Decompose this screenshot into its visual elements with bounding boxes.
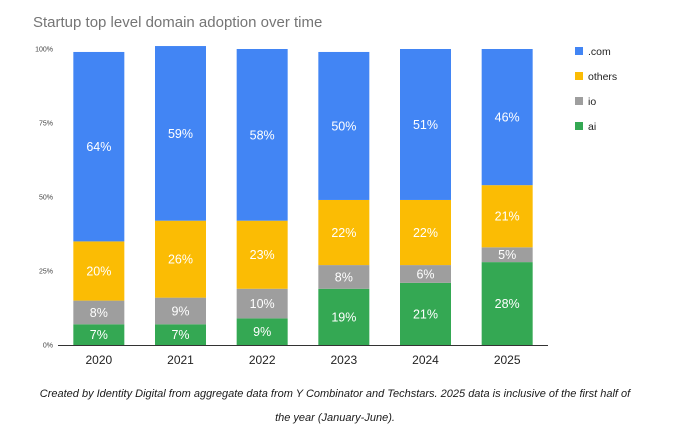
data-label: 23% — [250, 248, 275, 262]
bar-segment — [236, 318, 288, 345]
bar-segment — [155, 324, 206, 345]
bar-segment — [400, 49, 451, 200]
data-label: 21% — [495, 210, 520, 224]
x-tick-label: 2023 — [330, 353, 357, 367]
bar-segment — [155, 46, 206, 221]
legend-item: .com — [575, 46, 611, 58]
caption-line-1: Created by Identity Digital from aggrega… — [39, 388, 631, 400]
y-tick-label: 50% — [39, 195, 53, 202]
bar-segment — [481, 247, 533, 263]
data-label: 22% — [413, 226, 438, 240]
y-tick-label: 25% — [39, 269, 53, 276]
data-label: 20% — [86, 265, 111, 279]
bar-segment — [400, 199, 451, 266]
y-tick-label: 0% — [43, 343, 53, 350]
bar-segment — [73, 51, 125, 242]
y-tick-label: 100% — [35, 47, 53, 54]
data-label: 9% — [253, 325, 271, 339]
bar-segment — [73, 324, 125, 345]
bar-group-2022: 9% 10% 23% 58% 2022 — [236, 49, 288, 367]
bar-group-2025: 28% 5% 21% 46% 2025 — [481, 49, 533, 367]
data-label: 21% — [413, 307, 438, 321]
legend-item: io — [575, 96, 596, 108]
bar-segment — [318, 51, 370, 200]
data-label: 59% — [168, 127, 193, 141]
bar-segment — [236, 220, 288, 289]
bars: 7% 8% 20% 64% 2020 7% 9% 26% 59% 2021 9% 10% 23% 58% 2… — [73, 46, 533, 367]
bar-segment — [318, 288, 370, 345]
bar-segment — [155, 220, 206, 298]
data-label: 51% — [413, 118, 438, 132]
bar-group-2024: 21% 6% 22% 51% 2024 — [400, 49, 451, 367]
y-tick-label: 75% — [39, 121, 53, 128]
data-label: 10% — [250, 297, 275, 311]
data-label: 7% — [171, 328, 189, 342]
stacked-bar-chart: Startup top level domain adoption over t… — [33, 14, 617, 367]
data-label: 26% — [168, 253, 193, 267]
legend-item: ai — [575, 121, 596, 133]
legend-swatch — [575, 72, 583, 80]
legend: .com others io ai — [575, 46, 617, 133]
chart-title: Startup top level domain adoption over t… — [33, 14, 322, 31]
bar-segment — [73, 300, 125, 325]
data-label: 46% — [495, 111, 520, 125]
y-axis: 0% 25% 50% 75% 100% — [35, 47, 548, 350]
x-tick-label: 2021 — [167, 353, 194, 367]
data-label: 9% — [171, 304, 189, 318]
data-label: 50% — [331, 119, 356, 133]
legend-label: io — [588, 96, 596, 108]
bar-segment — [318, 265, 370, 289]
bar-segment — [481, 185, 533, 248]
bar-segment — [318, 199, 370, 266]
bar-segment — [481, 262, 533, 345]
caption-line-2: the year (January-June). — [275, 412, 395, 424]
data-label: 6% — [416, 267, 434, 281]
data-label: 58% — [250, 128, 275, 142]
legend-item: others — [575, 71, 617, 83]
bar-group-2023: 19% 8% 22% 50% 2023 — [318, 51, 370, 367]
bar-segment — [400, 265, 451, 283]
data-label: 19% — [331, 310, 356, 324]
data-label: 28% — [495, 297, 520, 311]
bar-segment — [155, 297, 206, 325]
bar-group-2020: 7% 8% 20% 64% 2020 — [73, 51, 125, 367]
bar-segment — [236, 288, 288, 319]
x-tick-label: 2025 — [494, 353, 521, 367]
data-label: 7% — [90, 328, 108, 342]
bar-segment — [236, 49, 288, 221]
bar-segment — [73, 241, 125, 301]
x-tick-label: 2022 — [249, 353, 276, 367]
data-label: 22% — [331, 226, 356, 240]
data-label: 8% — [335, 270, 353, 284]
legend-swatch — [575, 122, 583, 130]
bar-segment — [400, 282, 451, 345]
legend-label: ai — [588, 121, 596, 133]
bar-group-2021: 7% 9% 26% 59% 2021 — [155, 46, 206, 367]
x-tick-label: 2024 — [412, 353, 439, 367]
legend-swatch — [575, 97, 583, 105]
legend-swatch — [575, 47, 583, 55]
bar-segment — [481, 49, 533, 186]
legend-label: others — [588, 71, 617, 83]
legend-label: .com — [588, 46, 611, 58]
x-tick-label: 2020 — [85, 353, 112, 367]
data-label: 5% — [498, 248, 516, 262]
data-label: 8% — [90, 306, 108, 320]
data-label: 64% — [86, 140, 111, 154]
